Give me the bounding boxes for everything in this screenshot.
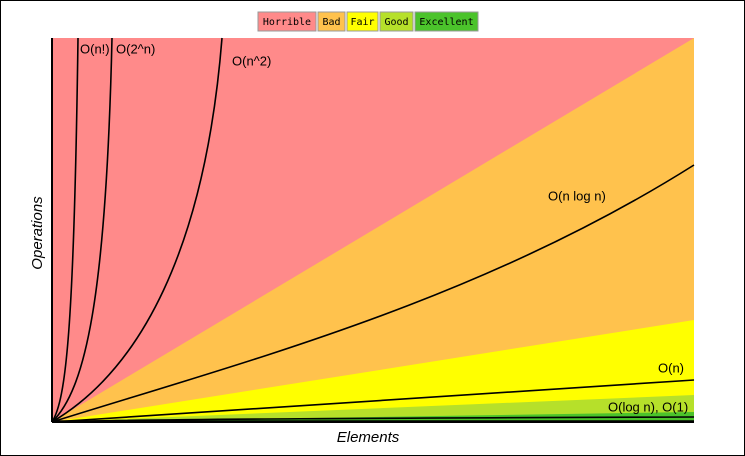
legend-swatch bbox=[317, 11, 346, 32]
y-axis-label: Operations bbox=[29, 196, 46, 270]
x-axis-label: Elements bbox=[337, 429, 400, 446]
curve-label: O(n) bbox=[658, 360, 684, 375]
legend-swatch bbox=[257, 11, 317, 32]
curve-label: O(n^2) bbox=[232, 53, 271, 68]
curve-label: O(n log n) bbox=[548, 188, 606, 203]
curve-label: O(n!) bbox=[80, 41, 110, 56]
legend-swatch bbox=[379, 11, 414, 32]
curve-quadratic bbox=[51, 37, 223, 423]
legend-swatch bbox=[346, 11, 379, 32]
region-bad bbox=[52, 38, 694, 422]
legend-label: Excellent bbox=[419, 17, 473, 28]
legend-label: Fair bbox=[350, 17, 374, 28]
legend-label: Bad bbox=[322, 17, 340, 28]
curve-label: O(log n), O(1) bbox=[608, 399, 688, 414]
curve-label: O(2^n) bbox=[116, 41, 155, 56]
curve-linear bbox=[51, 379, 695, 423]
region-fair bbox=[52, 320, 694, 422]
curve-factorial bbox=[51, 37, 79, 423]
curve-exponential bbox=[51, 37, 113, 423]
legend-label: Horrible bbox=[263, 17, 311, 28]
curve-nlogn bbox=[51, 164, 695, 423]
legend-swatch bbox=[414, 11, 479, 32]
legend: Horrible Bad Fair Good Excellent bbox=[257, 11, 479, 32]
legend-label: Good bbox=[384, 17, 408, 28]
